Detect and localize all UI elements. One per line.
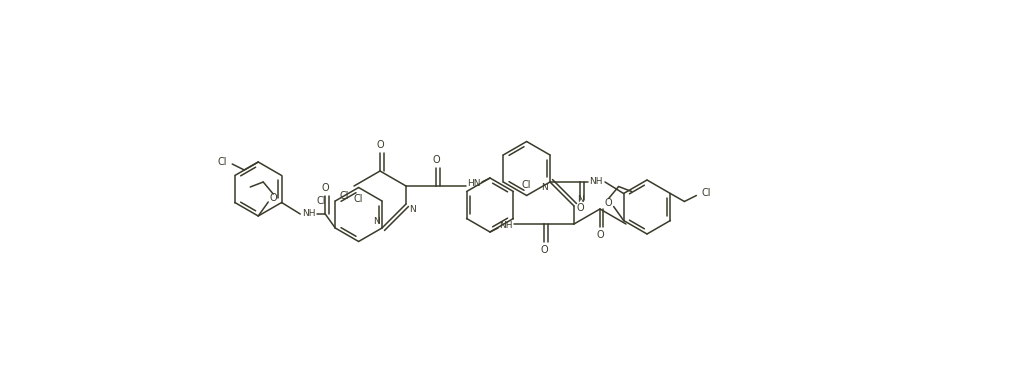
Text: O: O bbox=[432, 155, 439, 165]
Text: O: O bbox=[605, 197, 612, 208]
Text: NH: NH bbox=[499, 221, 513, 230]
Text: O: O bbox=[577, 203, 584, 213]
Text: O: O bbox=[321, 183, 330, 193]
Text: Cl: Cl bbox=[218, 157, 227, 167]
Text: O: O bbox=[596, 230, 604, 240]
Text: N: N bbox=[372, 217, 379, 226]
Text: O: O bbox=[376, 140, 383, 150]
Text: NH: NH bbox=[302, 209, 316, 218]
Text: O: O bbox=[540, 245, 548, 255]
Text: Cl: Cl bbox=[340, 191, 349, 201]
Text: O: O bbox=[270, 193, 277, 203]
Text: Cl: Cl bbox=[316, 196, 326, 206]
Text: Cl: Cl bbox=[702, 188, 711, 199]
Text: N: N bbox=[577, 196, 584, 205]
Text: N: N bbox=[409, 206, 415, 214]
Text: Cl: Cl bbox=[354, 194, 363, 205]
Text: N: N bbox=[541, 183, 547, 193]
Text: NH: NH bbox=[589, 177, 603, 186]
Text: HN: HN bbox=[467, 179, 481, 188]
Text: Cl: Cl bbox=[522, 180, 531, 191]
